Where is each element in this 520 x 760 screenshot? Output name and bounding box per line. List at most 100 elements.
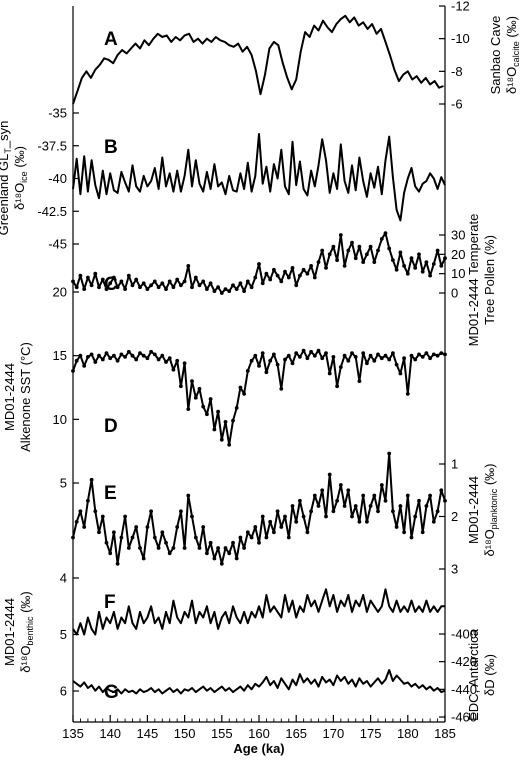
data-point	[320, 248, 325, 253]
data-point	[175, 525, 180, 529]
data-point	[108, 551, 113, 556]
data-point	[223, 287, 228, 291]
data-point	[223, 420, 228, 424]
data-point	[290, 361, 295, 366]
data-point	[275, 273, 280, 278]
data-point	[249, 535, 254, 540]
data-point	[138, 351, 142, 355]
data-point	[100, 514, 105, 519]
data-point	[409, 353, 414, 358]
y-axis-title: MD01-2444 δ¹⁸Oplanktonic (‰)	[466, 464, 499, 557]
data-point	[71, 369, 75, 373]
data-point	[290, 266, 295, 270]
y-tick-label: 3	[451, 562, 458, 577]
data-point	[350, 240, 354, 245]
data-point	[264, 271, 269, 276]
data-point	[78, 509, 83, 514]
panel-letter: B	[104, 137, 118, 158]
data-point	[119, 279, 124, 284]
data-point	[167, 279, 172, 284]
data-point	[376, 509, 380, 514]
y-tick-label: -460	[451, 710, 477, 725]
y-axis-title-line2: δ¹⁸Oplanktonic (‰)	[482, 464, 499, 557]
data-point	[145, 525, 150, 529]
data-point	[361, 351, 366, 355]
data-point	[424, 351, 429, 355]
y-tick-label: -12	[451, 0, 470, 14]
data-point	[119, 352, 124, 357]
y-axis-title-line2: Tree Pollen (%)	[482, 235, 497, 325]
data-point	[242, 392, 247, 396]
data-point	[253, 525, 258, 529]
data-point	[182, 546, 187, 550]
data-point	[402, 530, 406, 535]
data-point	[387, 246, 392, 251]
data-point	[268, 277, 273, 282]
data-point	[205, 412, 209, 417]
data-point	[130, 283, 135, 288]
data-point	[346, 488, 351, 493]
y-tick-label: -35	[48, 106, 67, 121]
data-point	[294, 519, 299, 524]
data-point	[156, 285, 161, 290]
data-point	[216, 546, 221, 550]
data-point	[431, 262, 436, 266]
data-point	[208, 397, 213, 401]
data-point	[74, 285, 79, 290]
data-point	[379, 483, 384, 487]
data-point	[379, 356, 384, 361]
data-point	[368, 504, 373, 508]
data-point	[286, 535, 291, 540]
data-point	[212, 556, 217, 561]
data-point	[171, 285, 176, 290]
data-point	[167, 551, 172, 556]
data-point	[134, 525, 139, 529]
y-tick-label: 10	[451, 266, 465, 281]
data-point	[439, 488, 444, 493]
data-point	[86, 498, 90, 503]
data-point	[338, 483, 343, 487]
data-point	[298, 355, 302, 359]
x-tick-label: 160	[248, 726, 270, 741]
data-point	[123, 355, 127, 359]
data-point	[145, 356, 150, 361]
data-point	[100, 357, 105, 362]
panel-a: -12 -10 -8 -6 A Sanbao Cave δ¹⁸Ocalcite (‰)	[72, 0, 520, 112]
data-point	[365, 361, 369, 366]
y-axis-title: MD01-2444 Alkenone SST (°C)	[2, 342, 33, 452]
data-point	[186, 493, 191, 498]
data-point	[160, 530, 165, 535]
data-point	[305, 356, 310, 361]
data-point	[435, 353, 440, 358]
data-point	[89, 283, 94, 288]
data-point	[324, 266, 328, 270]
y-tick-label: 5	[60, 476, 67, 491]
data-point	[279, 279, 284, 284]
data-point	[86, 275, 90, 280]
y-tick-label: 1	[451, 457, 458, 472]
data-point	[190, 285, 194, 290]
data-point	[368, 244, 373, 249]
y-tick-label: -6	[451, 97, 463, 112]
data-point	[357, 379, 362, 383]
data-point	[391, 258, 395, 262]
data-point	[361, 493, 366, 498]
data-point	[309, 264, 313, 268]
panel-c: 0 10 20 30 C MD01-2444 Temperate Tree Pollen (…	[71, 214, 497, 346]
panel-letter: G	[104, 682, 119, 703]
data-point	[391, 509, 395, 514]
data-point	[439, 351, 444, 355]
data-point	[134, 277, 139, 282]
data-point	[186, 264, 191, 268]
panel-letter: A	[104, 29, 118, 50]
data-point	[93, 271, 98, 276]
data-point	[402, 356, 406, 361]
data-point	[365, 252, 369, 257]
data-point	[78, 353, 83, 358]
data-point	[316, 504, 321, 508]
data-point	[141, 353, 146, 358]
data-point	[383, 231, 388, 236]
data-point	[394, 267, 399, 272]
data-point	[126, 349, 131, 354]
data-point	[312, 493, 317, 498]
